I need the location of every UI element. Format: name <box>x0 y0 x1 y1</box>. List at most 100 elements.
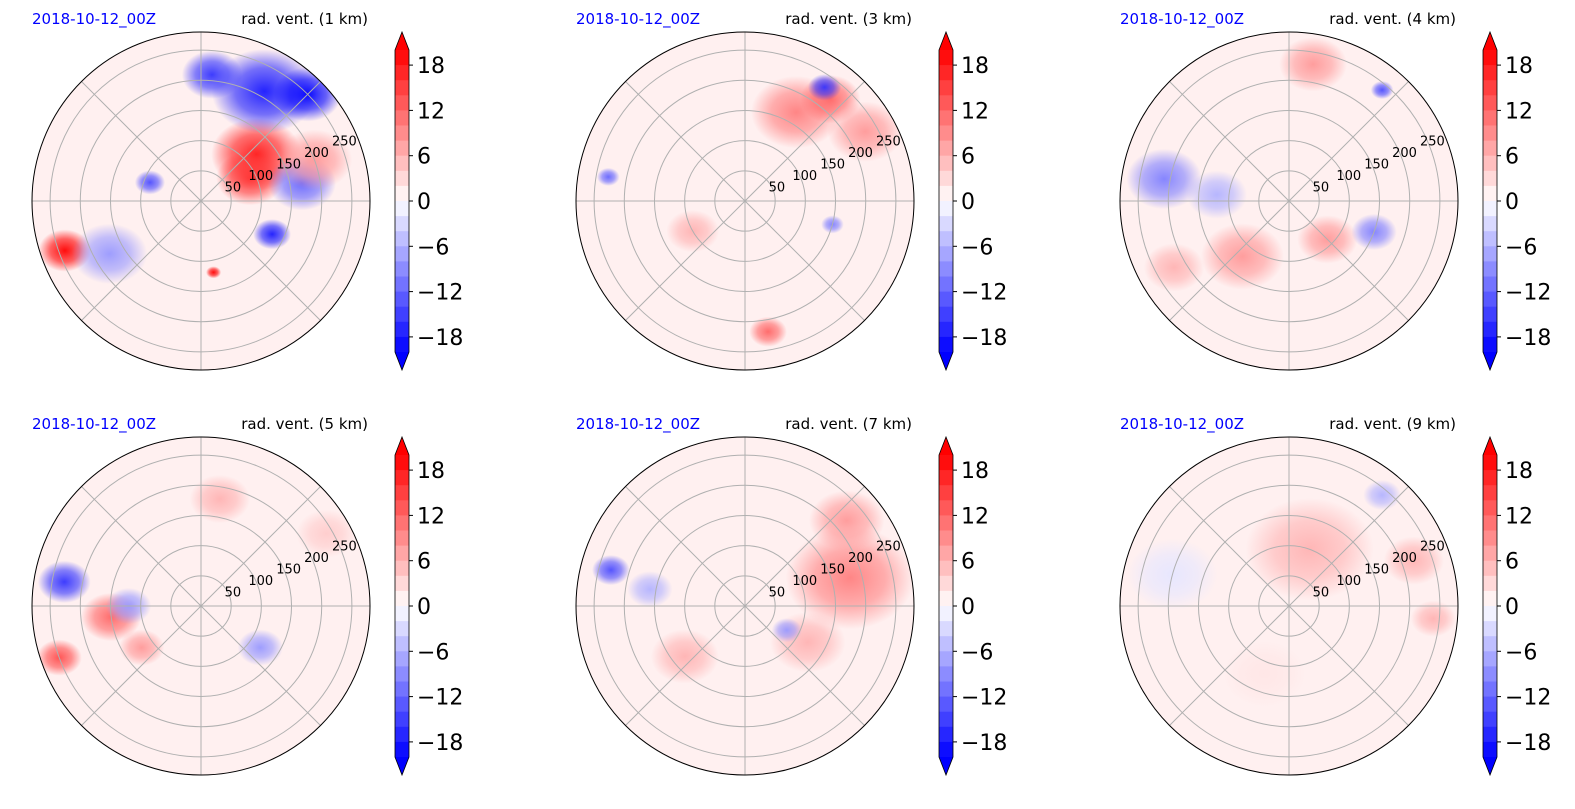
velocity-feature <box>119 629 165 666</box>
azimuth-line <box>625 200 746 321</box>
colorbar-tick-label: 18 <box>417 54 445 79</box>
colorbar-segment <box>939 140 953 157</box>
colorbar-segment <box>395 500 409 516</box>
data-field <box>38 48 353 284</box>
colorbar-segment <box>395 170 409 187</box>
velocity-feature <box>206 266 222 279</box>
colorbar-segment <box>939 336 953 353</box>
colorbar-segment <box>939 500 953 516</box>
azimuth-line <box>200 486 321 607</box>
colorbar-tick-label: 6 <box>417 145 431 170</box>
velocity-feature <box>1200 223 1284 290</box>
velocity-feature <box>596 167 620 186</box>
colorbar-segment <box>939 681 953 698</box>
colorbar-extend-min <box>939 352 953 370</box>
colorbar-segment <box>1483 575 1497 592</box>
colorbar-outline <box>938 435 954 777</box>
colorbar-segment <box>939 530 953 547</box>
panel-title: rad. vent. (1 km) <box>241 10 368 28</box>
colorbar-segment <box>1483 231 1497 247</box>
colorbar-tick-label: −18 <box>1505 326 1551 351</box>
colorbar-segment <box>1483 606 1497 622</box>
colorbar: 18 12 6 0 −6 −12 −18 <box>394 435 463 777</box>
colorbar-segment <box>395 711 409 728</box>
colorbar-extend-min <box>395 757 409 775</box>
colorbar-segment <box>395 50 409 66</box>
radial-tick-label: 150 <box>276 157 301 172</box>
colorbar-segment <box>939 80 953 96</box>
azimuth-line <box>1169 200 1290 321</box>
azimuth-line <box>625 486 746 607</box>
colorbar-segment <box>1483 636 1497 652</box>
azimuth-line <box>625 81 746 202</box>
colorbar-segment <box>939 651 953 667</box>
colorbar-tick-label: 12 <box>961 504 989 529</box>
colorbar-segment <box>939 606 953 622</box>
colorbar-segment <box>939 110 953 126</box>
colorbar-tick-label: 6 <box>961 145 975 170</box>
colorbar-segment <box>395 726 409 743</box>
panel-title: rad. vent. (4 km) <box>1329 10 1456 28</box>
colorbar-segment <box>395 231 409 247</box>
plot-border <box>575 31 915 371</box>
data-field <box>596 74 903 347</box>
colorbar-segment <box>395 530 409 547</box>
colorbar-segment <box>395 95 409 111</box>
date-label: 2018-10-12_00Z <box>1120 415 1244 434</box>
colorbar-segment <box>939 696 953 713</box>
colorbar-segment <box>939 575 953 592</box>
colorbar: 18 12 6 0 −6 −12 −18 <box>938 435 1007 777</box>
azimuth-line <box>625 605 746 726</box>
colorbar-segment <box>1483 216 1497 232</box>
velocity-feature <box>181 50 243 99</box>
panel-title: rad. vent. (5 km) <box>241 415 368 433</box>
velocity-feature <box>592 554 630 586</box>
colorbar-tick-label: −18 <box>417 731 463 756</box>
plot-border <box>1119 436 1459 776</box>
colorbar-segment <box>939 261 953 277</box>
colorbar-extend-min <box>1483 352 1497 370</box>
azimuth-line <box>1288 486 1409 607</box>
colorbar-segment <box>1483 666 1497 682</box>
colorbar-segment <box>395 696 409 713</box>
azimuth-line <box>81 605 202 726</box>
velocity-feature <box>749 316 787 347</box>
radial-tick-label: 50 <box>1313 180 1330 195</box>
colorbar-segment <box>395 125 409 142</box>
colorbar-outline <box>394 30 410 372</box>
date-label: 2018-10-12_00Z <box>1120 10 1244 29</box>
colorbar-tick-label: −18 <box>417 326 463 351</box>
colorbar-segment <box>1483 470 1497 486</box>
plot-border <box>31 436 371 776</box>
colorbar-segment <box>395 261 409 277</box>
colorbar-tick-label: 6 <box>961 550 975 575</box>
colorbar-segment <box>1483 50 1497 66</box>
colorbar-segment <box>1483 530 1497 547</box>
radial-tick-label: 200 <box>1392 551 1417 566</box>
colorbar-segment <box>1483 741 1497 758</box>
colorbar-tick-label: −6 <box>417 640 449 665</box>
panel-title: rad. vent. (9 km) <box>1329 415 1456 433</box>
radial-tick-label: 100 <box>792 574 817 589</box>
colorbar-segment <box>1483 201 1497 217</box>
velocity-feature <box>1143 243 1205 292</box>
colorbar-extend-max <box>939 437 953 455</box>
colorbar-segment <box>939 201 953 217</box>
date-label: 2018-10-12_00Z <box>32 415 156 434</box>
colorbar-extend-min <box>939 757 953 775</box>
azimuth-line <box>1169 486 1290 607</box>
radial-tick-label: 150 <box>1364 562 1389 577</box>
colorbar-extend-max <box>395 437 409 455</box>
colorbar-segment <box>939 155 953 172</box>
colorbar-segment <box>1483 455 1497 471</box>
colorbar-tick-label: 0 <box>1505 595 1519 620</box>
azimuth-line <box>200 81 321 202</box>
azimuth-line <box>200 200 321 321</box>
colorbar-segment <box>1483 621 1497 637</box>
colorbar-segment <box>939 590 953 607</box>
colorbar-tick-label: 18 <box>1505 54 1533 79</box>
velocity-feature <box>650 629 719 684</box>
colorbar-segment <box>395 155 409 172</box>
